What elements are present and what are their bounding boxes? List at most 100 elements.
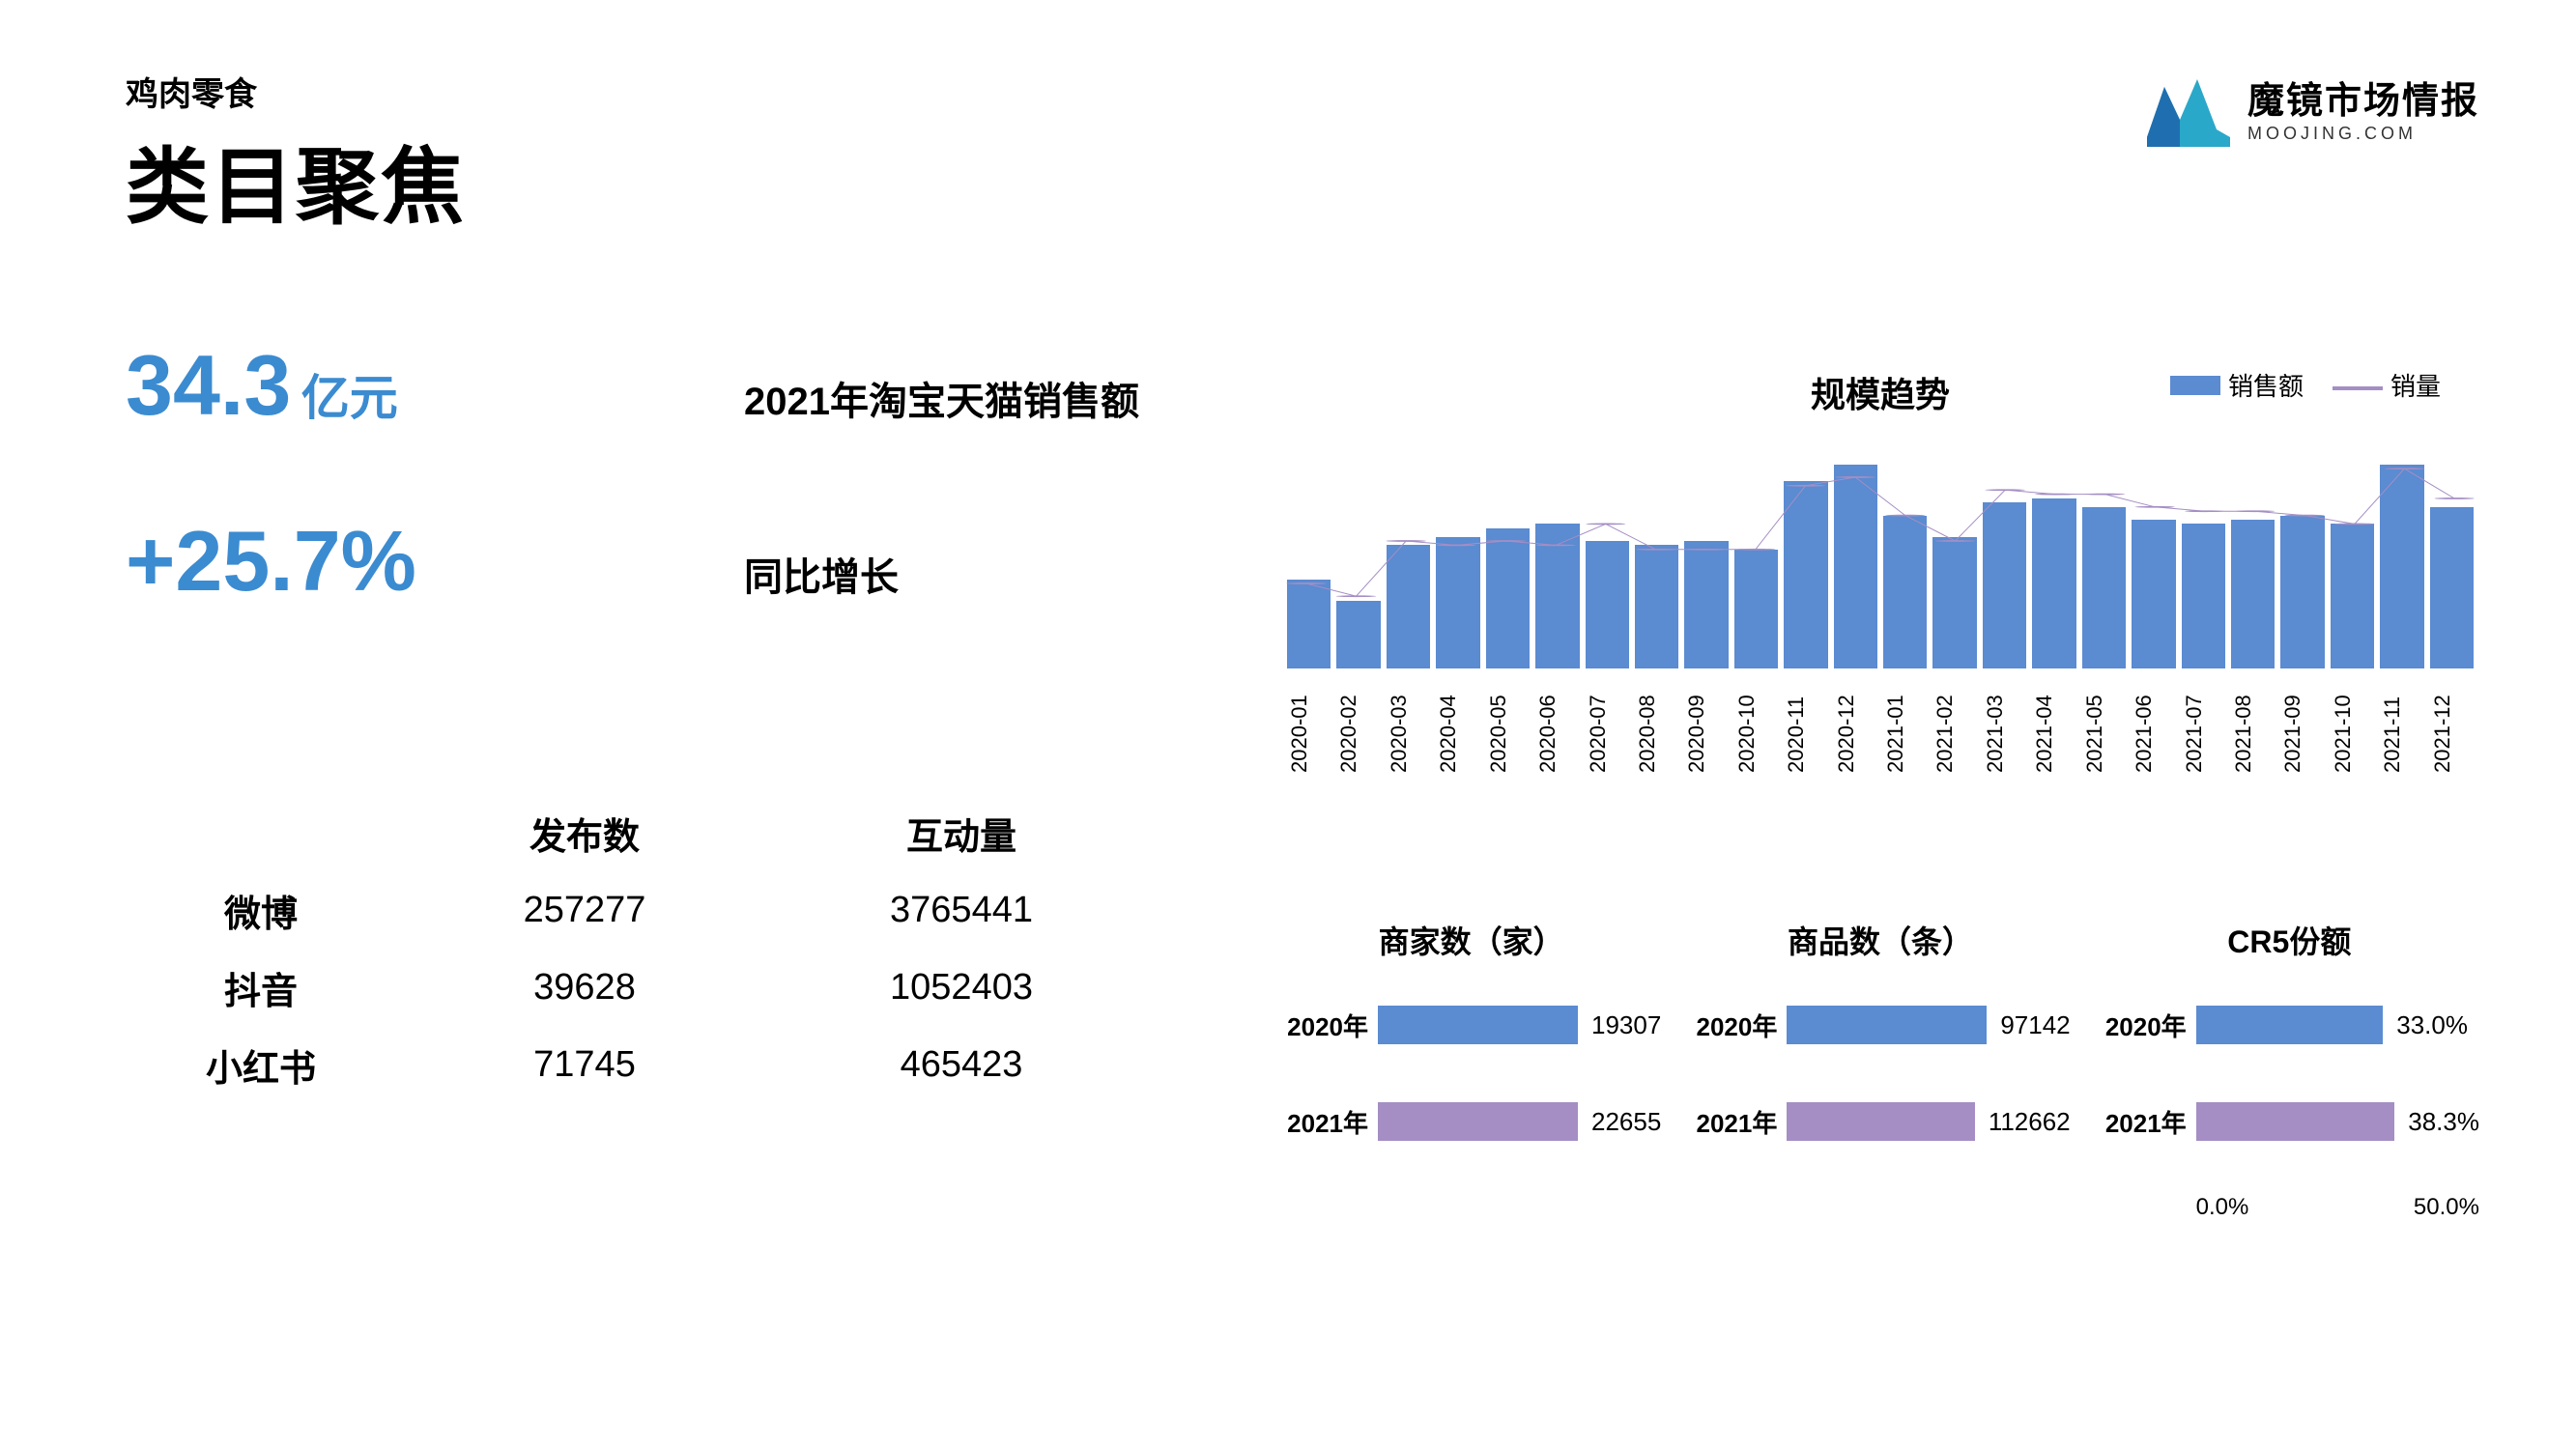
mini-value: 19307 xyxy=(1591,1010,1661,1040)
social-row-name: 小红书 xyxy=(126,1038,396,1092)
trend-xaxis-tick: 2020-04 xyxy=(1436,676,1479,792)
trend-bar xyxy=(1586,541,1629,668)
mini-row: 2020年33.0% xyxy=(2100,1001,2479,1049)
trend-xaxis-tick: 2020-09 xyxy=(1684,676,1728,792)
brand-name-cn: 魔镜市场情报 xyxy=(2247,82,2479,123)
trend-bar xyxy=(2331,524,2374,668)
mini-bar xyxy=(2196,1102,2395,1141)
mini-bar xyxy=(1787,1102,1974,1141)
trend-xaxis-tick: 2021-04 xyxy=(2032,676,2075,792)
trend-bar xyxy=(2280,516,2324,668)
trend-bar xyxy=(2231,520,2275,668)
legend-line-swatch-icon xyxy=(2333,386,2383,390)
mini-row: 2021年 38.3% xyxy=(2100,1097,2479,1146)
trend-xaxis-tick: 2021-09 xyxy=(2280,676,2324,792)
mini-title: 商品数（条） xyxy=(1690,918,2070,962)
mini-xaxis-tick: 0.0% xyxy=(2196,1194,2249,1221)
brand-logo-icon xyxy=(2147,79,2230,147)
trend-bar xyxy=(1883,516,1927,668)
trend-chart: 规模趋势 销售额 销量 2020-012020-022020-032020-04… xyxy=(1281,367,2479,792)
trend-bar xyxy=(1486,528,1530,668)
trend-xaxis-tick: 2020-03 xyxy=(1387,676,1430,792)
trend-bar xyxy=(1983,502,2026,668)
kpi-yoy-value: +25.7% xyxy=(126,513,416,609)
social-table: 发布数 互动量 微博 257277 3765441 抖音 39628 10524… xyxy=(126,794,1150,1103)
mini-year-label: 2020年 xyxy=(1281,1008,1378,1043)
mini-row: 2021年 22655 xyxy=(1281,1097,1661,1146)
mini-row: 2021年 112662 xyxy=(1690,1097,2070,1146)
mini-year-label: 2021年 xyxy=(1281,1104,1378,1140)
mini-chart: 商品数（条） 2020年 97142 2021年 112662 xyxy=(1690,918,2070,1221)
mini-title: CR5份额 xyxy=(2100,918,2479,962)
kpi-sales-label: 2021年淘宝天猫销售额 xyxy=(744,370,1139,426)
table-row: 小红书 71745 465423 xyxy=(126,1026,1150,1103)
trend-xaxis-tick: 2021-11 xyxy=(2380,676,2423,792)
mini-value: 22655 xyxy=(1591,1107,1661,1137)
mini-xaxis: 0.0% 50.0% xyxy=(2100,1194,2479,1221)
trend-legend: 销售额 销量 xyxy=(2170,367,2441,403)
kpi-sales-value: 34.3 xyxy=(126,337,291,433)
trend-bar xyxy=(2380,465,2423,668)
trend-xaxis-tick: 2020-07 xyxy=(1586,676,1629,792)
trend-xaxis-tick: 2020-06 xyxy=(1535,676,1579,792)
mini-row: 2020年 97142 xyxy=(1690,1001,2070,1049)
trend-xaxis-tick: 2021-05 xyxy=(2082,676,2126,792)
trend-xaxis-tick: 2020-08 xyxy=(1635,676,1678,792)
mini-year-label: 2020年 xyxy=(2100,1008,2196,1043)
trend-bar xyxy=(1387,545,1430,668)
social-row-posts: 71745 xyxy=(396,1044,773,1086)
social-row-posts: 39628 xyxy=(396,967,773,1009)
trend-bar xyxy=(1932,537,1976,668)
mini-bar xyxy=(1787,1006,1987,1044)
trend-bar xyxy=(2082,507,2126,668)
trend-xaxis-tick: 2021-03 xyxy=(1983,676,2026,792)
mini-year-label: 2021年 xyxy=(2100,1104,2196,1140)
trend-bar xyxy=(1287,580,1331,668)
legend-bar-swatch-icon xyxy=(2170,376,2220,395)
page-title: 类目聚焦 xyxy=(126,119,2479,240)
trend-xaxis-tick: 2021-10 xyxy=(2331,676,2374,792)
kpi-yoy-label: 同比增长 xyxy=(744,546,899,602)
trend-xaxis-tick: 2020-11 xyxy=(1784,676,1827,792)
trend-bar xyxy=(1684,541,1728,668)
mini-value: 38.3% xyxy=(2408,1107,2479,1137)
mini-year-label: 2021年 xyxy=(1690,1104,1787,1140)
trend-bar xyxy=(1535,524,1579,668)
brand: 魔镜市场情报 MOOJING.COM xyxy=(2147,79,2479,147)
trend-bar xyxy=(1784,481,1827,668)
table-row: 微博 257277 3765441 xyxy=(126,871,1150,949)
social-header-posts: 发布数 xyxy=(396,807,773,860)
mini-bar xyxy=(1378,1102,1578,1141)
social-row-engage: 465423 xyxy=(773,1044,1150,1086)
trend-title: 规模趋势 xyxy=(1811,367,1950,417)
trend-xaxis-tick: 2021-01 xyxy=(1883,676,1927,792)
social-row-engage: 1052403 xyxy=(773,967,1150,1009)
legend-line-label: 销量 xyxy=(2390,372,2441,401)
trend-bar xyxy=(1436,537,1479,668)
table-row: 抖音 39628 1052403 xyxy=(126,949,1150,1026)
mini-value: 97142 xyxy=(2000,1010,2070,1040)
trend-bar xyxy=(2430,507,2474,668)
trend-xaxis-tick: 2020-12 xyxy=(1834,676,1877,792)
trend-xaxis-tick: 2021-02 xyxy=(1932,676,1976,792)
mini-xaxis-tick: 50.0% xyxy=(2414,1194,2479,1221)
mini-year-label: 2020年 xyxy=(1690,1008,1787,1043)
trend-xaxis-tick: 2021-07 xyxy=(2182,676,2225,792)
mini-value: 112662 xyxy=(1989,1107,2071,1137)
mini-bar xyxy=(2196,1006,2384,1044)
trend-bar xyxy=(2132,520,2175,668)
trend-bar xyxy=(1635,545,1678,668)
trend-bar xyxy=(2032,498,2075,668)
social-row-posts: 257277 xyxy=(396,890,773,931)
mini-row: 2020年 19307 xyxy=(1281,1001,1661,1049)
social-row-name: 抖音 xyxy=(126,961,396,1014)
social-row-engage: 3765441 xyxy=(773,890,1150,931)
trend-bar xyxy=(1336,601,1380,668)
social-row-name: 微博 xyxy=(126,884,396,937)
trend-xaxis-tick: 2020-02 xyxy=(1336,676,1380,792)
trend-xaxis-tick: 2020-01 xyxy=(1287,676,1331,792)
kpi-sales-unit: 亿元 xyxy=(301,371,398,425)
social-header-engage: 互动量 xyxy=(773,807,1150,860)
legend-bar-label: 销售额 xyxy=(2228,372,2304,401)
trend-xaxis-tick: 2021-12 xyxy=(2430,676,2474,792)
